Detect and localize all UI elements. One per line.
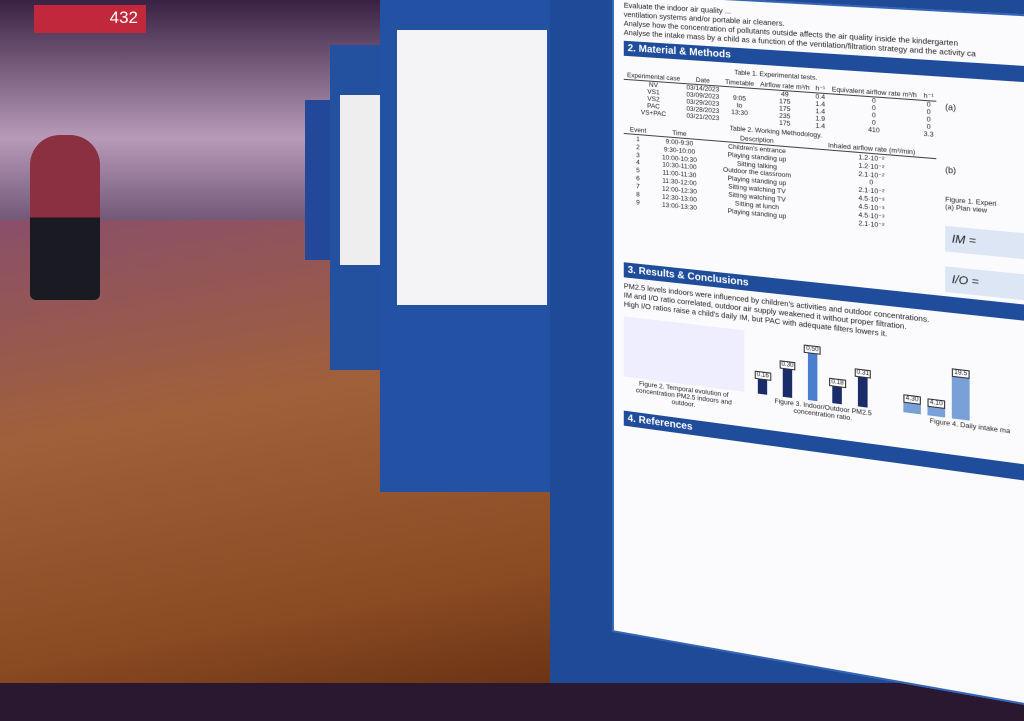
bar xyxy=(807,353,818,402)
bar xyxy=(758,378,768,395)
bar xyxy=(903,403,921,415)
bar-group: 0.50 xyxy=(804,344,821,402)
poster: Evaluate the indoor air quality ... venti… xyxy=(612,0,1024,721)
header-cell: h⁻¹ xyxy=(812,83,828,94)
bar-group: 0.31 xyxy=(854,368,872,408)
figure-2: Figure 2. Temporal evolution of concentr… xyxy=(623,316,745,422)
tables: Table 1. Experimental tests. Experimenta… xyxy=(623,60,937,291)
cell: 03/21/2023 xyxy=(686,112,720,123)
room-sign: 432 xyxy=(34,5,146,33)
bar-group: 0.30 xyxy=(779,360,796,398)
figure-3: 0.16 0.30 0.50 0.18 0.31 Figure 3. Indoor/Out… xyxy=(754,332,893,443)
bar-group: 4.30 xyxy=(903,394,921,415)
cell xyxy=(722,115,757,125)
cell: 1.4 xyxy=(815,122,826,131)
poster-medium xyxy=(397,30,547,305)
cell: 9 xyxy=(636,198,640,207)
label: (a) xyxy=(945,102,957,113)
person xyxy=(30,135,100,300)
bar xyxy=(782,368,793,398)
figure-1: (a) (b) Figure 1. Experi (a) Plan view I… xyxy=(945,81,1024,309)
figure-4: 4.30 4.10 19.5 Figure 4. Daily intake ma xyxy=(903,349,1024,462)
label: (b) xyxy=(945,165,957,176)
bar-group: 0.16 xyxy=(754,370,771,395)
bar xyxy=(832,386,843,405)
bar xyxy=(927,406,946,418)
header-cell: h⁻¹ xyxy=(921,91,937,102)
bar-group: 0.18 xyxy=(829,377,846,405)
equation: IM = xyxy=(945,225,1024,267)
cell: 3.3 xyxy=(923,130,934,139)
bar-group: 19.5 xyxy=(951,368,970,421)
bar-group: 4.10 xyxy=(927,398,946,418)
bar xyxy=(858,377,868,408)
bar xyxy=(951,376,970,421)
